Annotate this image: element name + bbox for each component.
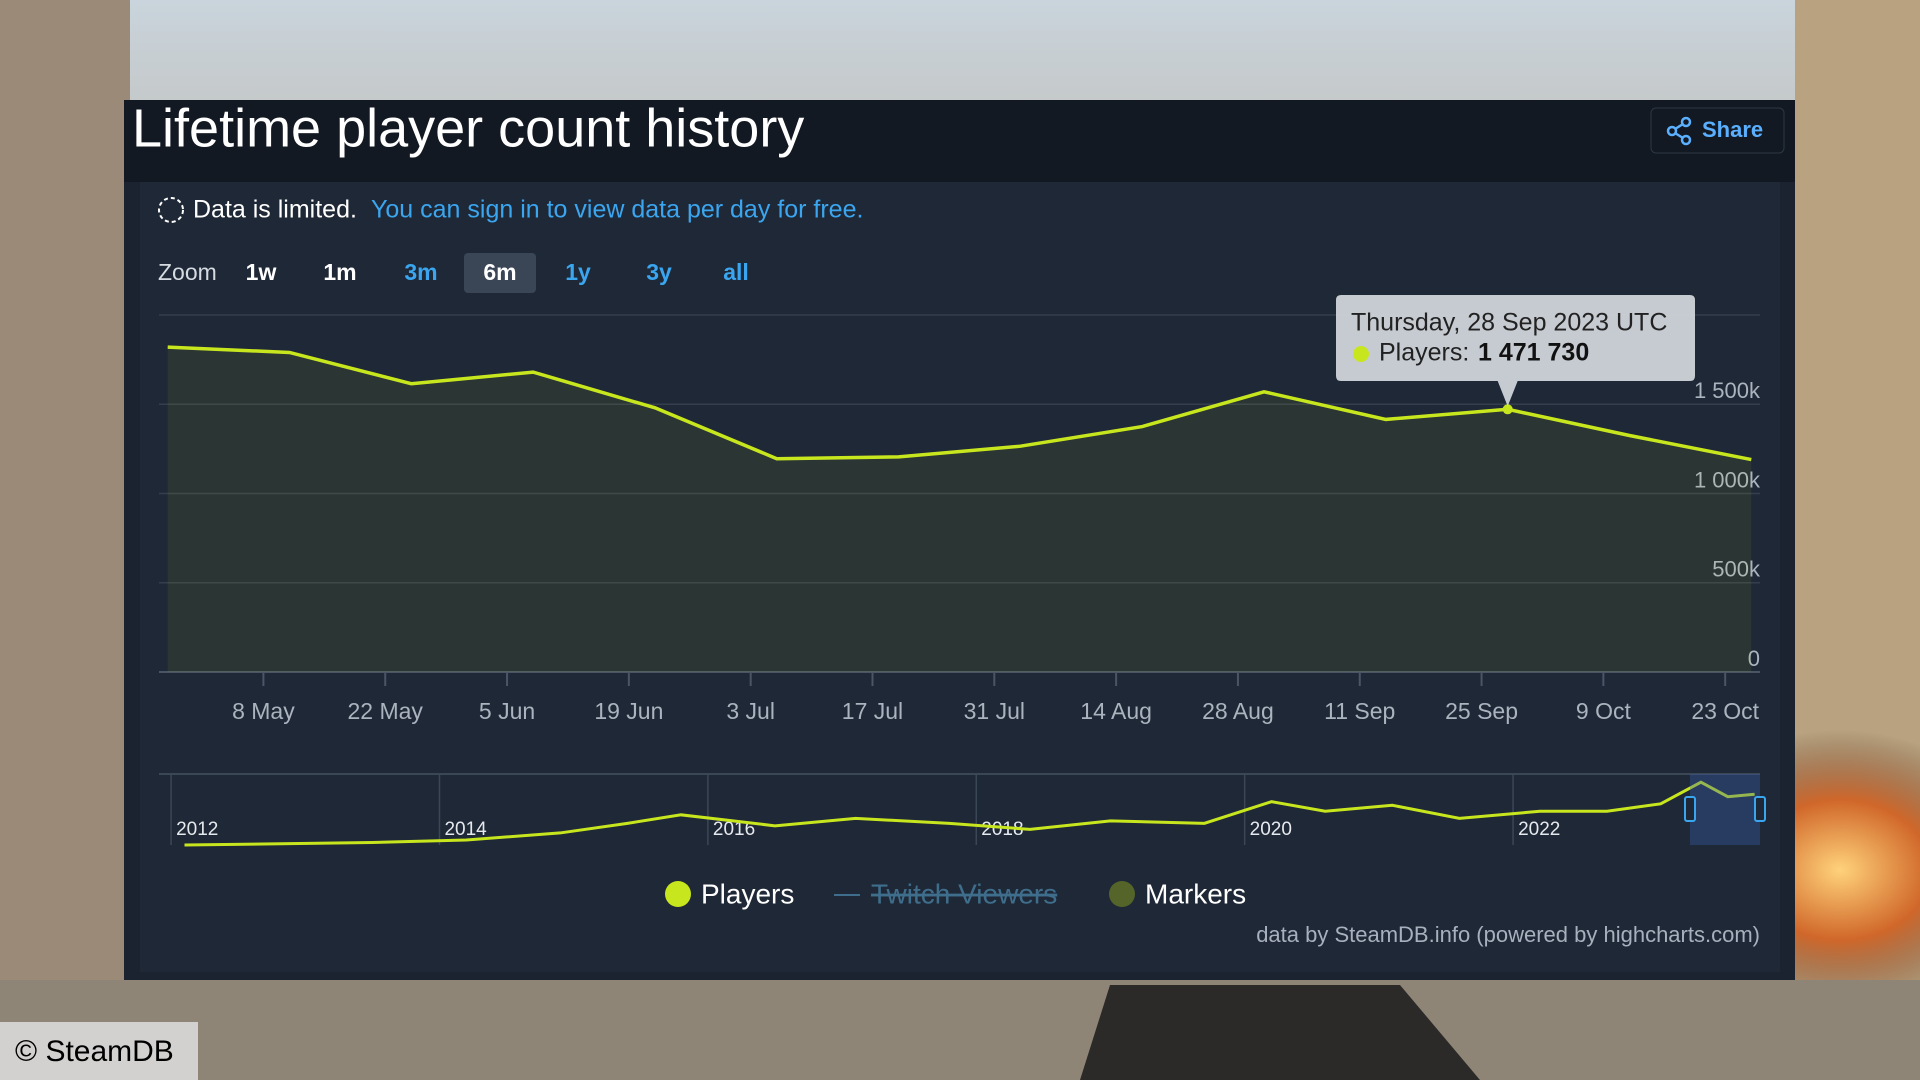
zoom-button-bg — [464, 253, 536, 293]
navigator-tick-label: 2018 — [981, 819, 1023, 840]
legend: Players Twitch Viewers Markers — [665, 878, 1246, 909]
zoom-button[interactable]: 3m — [404, 259, 437, 285]
zoom-button[interactable]: all — [723, 259, 749, 285]
x-tick-label: 5 Jun — [479, 698, 535, 724]
navigator-tick-label: 2014 — [444, 819, 487, 840]
plot: 0 500k 1 000k 1 500k 8 May 22 May 5 Jun 19 Jun 3… — [159, 295, 1766, 847]
notice-text: Data is limited. — [193, 196, 357, 224]
navigator-tick-label: 2020 — [1250, 819, 1292, 840]
x-tick-label: 9 Oct — [1576, 698, 1632, 724]
navigator-handle[interactable] — [1684, 796, 1696, 822]
credits[interactable]: data by SteamDB.info (powered by highcha… — [1256, 922, 1760, 947]
navigator-line — [184, 780, 1755, 847]
tooltip-box — [1336, 295, 1695, 407]
x-tick-label: 8 May — [232, 698, 295, 724]
wall-left — [0, 0, 130, 1080]
y-tick-label: 0 — [1748, 646, 1760, 671]
y-tick-label: 500k — [1712, 557, 1761, 582]
watermark-box — [0, 1022, 198, 1080]
navigator-tick-label: 2012 — [176, 819, 218, 840]
tooltip-label: Players: — [1379, 339, 1469, 367]
ground — [0, 980, 1920, 1080]
x-tick-label: 28 Aug — [1202, 698, 1274, 724]
zoom-label: Zoom — [158, 259, 217, 285]
legend-label[interactable]: Players — [701, 878, 794, 909]
zoom-button[interactable]: 6m — [483, 259, 516, 285]
watermark: © SteamDB — [15, 1035, 174, 1068]
legend-symbol — [1109, 881, 1135, 907]
tooltip-dot — [1353, 346, 1369, 362]
navigator-tick-label: 2016 — [713, 819, 755, 840]
x-tick-label: 11 Sep — [1324, 698, 1395, 724]
panel-title: Lifetime player count history — [132, 98, 804, 158]
zoom-button[interactable]: 1w — [246, 259, 277, 285]
legend-symbol — [665, 881, 691, 907]
navigator-mask[interactable] — [1690, 774, 1760, 845]
share-icon — [1666, 116, 1692, 146]
zoom-button[interactable]: 1m — [323, 259, 356, 285]
y-tick-label: 1 500k — [1694, 378, 1761, 403]
legend-label[interactable]: Markers — [1145, 878, 1246, 909]
y-tick-label: 1 000k — [1694, 467, 1761, 492]
x-tick-label: 23 Oct — [1691, 698, 1759, 724]
share-label[interactable]: Share — [1702, 117, 1763, 142]
navigator-tick-label: 2022 — [1518, 819, 1560, 840]
line — [167, 345, 1752, 462]
panel-header — [124, 100, 1795, 182]
x-tick-label: 3 Jul — [726, 698, 775, 724]
navigator-handle[interactable] — [1754, 796, 1766, 822]
x-tick-label: 22 May — [348, 698, 424, 724]
legend-label[interactable]: Twitch Viewers — [871, 878, 1057, 909]
zoom-button[interactable]: 1y — [565, 259, 591, 285]
zoom-buttons: 1w 1m 3m 6m 1y 3y all — [246, 253, 749, 293]
tooltip-header: Thursday, 28 Sep 2023 UTC — [1351, 309, 1667, 337]
x-tick-label: 25 Sep — [1445, 698, 1518, 724]
zoom-button[interactable]: 3y — [646, 259, 672, 285]
tooltip-value: 1 471 730 — [1478, 339, 1589, 367]
hover-point — [1502, 404, 1513, 415]
x-tick-label: 19 Jun — [594, 698, 663, 724]
notice-icon — [158, 197, 184, 223]
area — [167, 347, 1752, 672]
sign-in-link[interactable]: You can sign in to view data per day for… — [371, 196, 863, 224]
x-tick-label: 14 Aug — [1080, 698, 1152, 724]
weapon — [1080, 985, 1480, 1080]
x-tick-label: 17 Jul — [842, 698, 903, 724]
x-tick-label: 31 Jul — [964, 698, 1025, 724]
